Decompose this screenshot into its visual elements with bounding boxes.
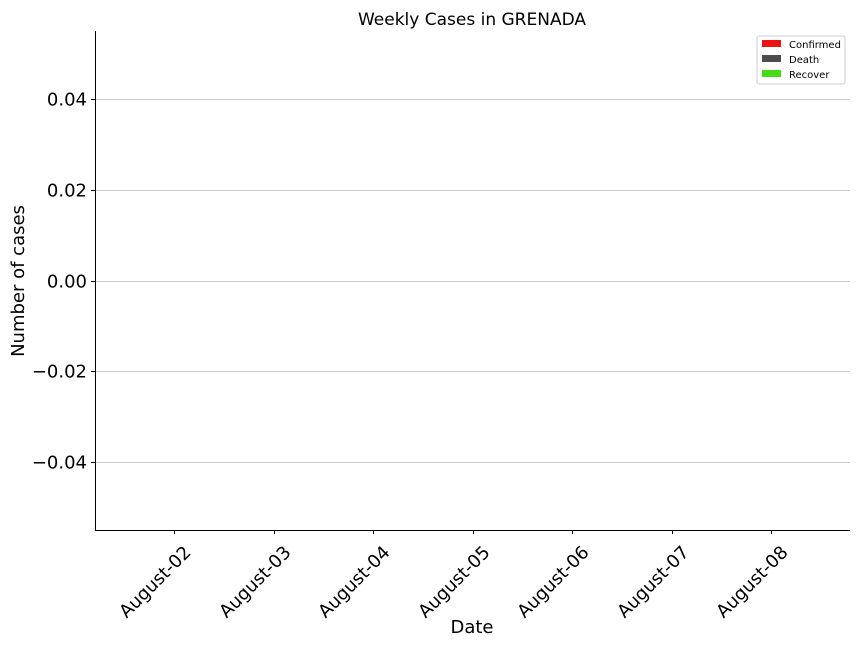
legend-label: Recover bbox=[789, 70, 830, 81]
x-tick-label: August-07 bbox=[613, 542, 693, 622]
x-tick-label: August-05 bbox=[414, 542, 494, 622]
x-ticks: August-02 August-03 August-04 August-05 Augu… bbox=[115, 530, 792, 622]
legend-swatch-death bbox=[762, 55, 781, 62]
legend-label: Death bbox=[789, 55, 819, 66]
y-tick-label: 0.02 bbox=[47, 181, 87, 202]
x-tick-label: August-04 bbox=[314, 542, 394, 622]
y-tick-label: 0.04 bbox=[47, 90, 87, 111]
x-tick-label: August-03 bbox=[215, 542, 295, 622]
x-axis-title: Date bbox=[450, 617, 493, 638]
y-axis-title: Number of cases bbox=[8, 205, 29, 357]
y-tick-label: 0.00 bbox=[47, 272, 87, 293]
y-tick-label: −0.02 bbox=[32, 362, 87, 383]
chart-title: Weekly Cases in GRENADA bbox=[358, 10, 586, 30]
x-tick-label: August-08 bbox=[712, 542, 792, 622]
y-tick-label: −0.04 bbox=[32, 453, 87, 474]
legend-label: Confirmed bbox=[789, 40, 841, 51]
x-tick-label: August-02 bbox=[115, 542, 195, 622]
grid-lines bbox=[95, 99, 850, 463]
legend: Confirmed Death Recover bbox=[756, 35, 846, 85]
legend-swatch-confirmed bbox=[762, 40, 781, 47]
x-tick-label: August-06 bbox=[513, 542, 593, 622]
y-ticks: 0.04 0.02 0.00 −0.02 −0.04 bbox=[32, 90, 95, 474]
legend-swatch-recover bbox=[762, 70, 781, 77]
